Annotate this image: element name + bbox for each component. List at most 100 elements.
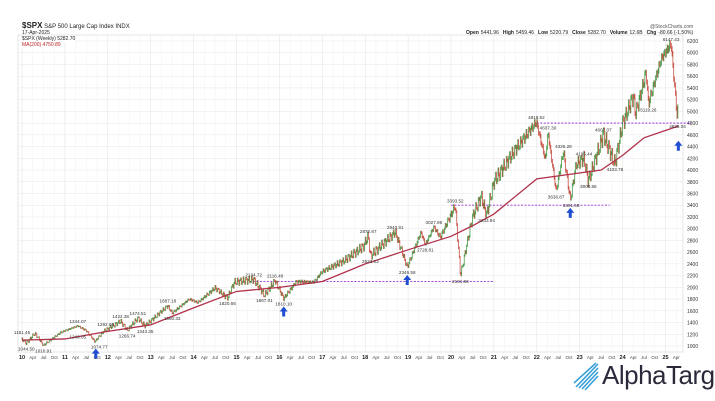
y-tick-label: 3200 xyxy=(687,215,698,221)
x-tick-year: 12 xyxy=(105,355,111,361)
x-tick-year: 10 xyxy=(19,355,25,361)
x-tick-month: Oct xyxy=(565,355,573,360)
x-tick-month: Apr xyxy=(72,355,80,360)
ohlc-label: Volume xyxy=(609,30,628,36)
price-annotation: 1820.66 xyxy=(219,301,236,306)
price-annotation: 1687.18 xyxy=(160,299,177,304)
x-tick-month: Oct xyxy=(308,355,316,360)
y-tick-label: 3600 xyxy=(687,192,698,198)
x-tick-month: Oct xyxy=(94,355,102,360)
price-annotation: 4835.04 xyxy=(669,124,686,129)
x-tick-year: 14 xyxy=(191,355,198,361)
x-tick-month: Jul xyxy=(41,355,47,360)
y-tick-label: 3000 xyxy=(687,227,698,233)
y-tick-label: 5200 xyxy=(687,98,698,104)
legend-ma: MA(200) 4750.89 xyxy=(22,42,61,48)
y-tick-label: 2800 xyxy=(687,238,698,244)
price-annotation: 1810.10 xyxy=(275,301,292,306)
symbol: $SPX xyxy=(22,21,43,30)
source-label: @StockCharts.com xyxy=(650,24,694,30)
x-tick-month: Jul xyxy=(555,355,561,360)
up-arrow-icon xyxy=(674,140,683,151)
y-tick-label: 4800 xyxy=(687,121,698,127)
price-annotation: 4637.30 xyxy=(540,126,557,131)
logo-icon xyxy=(573,361,599,391)
y-tick-label: 1800 xyxy=(687,297,698,303)
x-tick-month: Apr xyxy=(544,355,552,360)
x-tick-month: Oct xyxy=(651,355,659,360)
price-annotation: 1422.38 xyxy=(112,314,129,319)
price-annotation: 1560.33 xyxy=(164,316,181,321)
y-tick-label: 4200 xyxy=(687,156,698,162)
x-tick-month: Jul xyxy=(169,355,175,360)
x-tick-month: Oct xyxy=(394,355,402,360)
x-tick-month: Jul xyxy=(83,355,89,360)
x-tick-month: Apr xyxy=(415,355,423,360)
y-tick-label: 3800 xyxy=(687,180,698,186)
price-annotation: 2134.72 xyxy=(245,272,262,277)
x-tick-year: 13 xyxy=(148,355,154,361)
ohlc-value: 5441.96 xyxy=(480,30,499,36)
x-tick-year: 18 xyxy=(362,355,368,361)
x-tick-month: Apr xyxy=(673,355,681,360)
x-tick-month: Apr xyxy=(244,355,252,360)
price-annotation: 2191.86 xyxy=(452,279,469,284)
price-annotation: 2116.48 xyxy=(267,274,284,279)
x-tick-month: Apr xyxy=(115,355,123,360)
x-tick-month: Oct xyxy=(136,355,144,360)
y-tick-label: 4600 xyxy=(687,133,698,139)
y-tick-label: 1000 xyxy=(687,344,698,350)
x-tick-month: Jul xyxy=(598,355,604,360)
price-annotation: 3636.87 xyxy=(548,194,565,199)
ohlc-value: 12.6B xyxy=(629,30,643,36)
x-tick-month: Apr xyxy=(29,355,37,360)
x-tick-month: Jul xyxy=(298,355,304,360)
y-tick-label: 1400 xyxy=(687,321,698,327)
y-tick-label: 4400 xyxy=(687,145,698,151)
x-tick-month: Oct xyxy=(437,355,445,360)
price-annotation: 3027.98 xyxy=(426,220,443,225)
x-tick-month: Jul xyxy=(255,355,261,360)
x-tick-month: Oct xyxy=(351,355,359,360)
x-tick-month: Jul xyxy=(341,355,347,360)
ma200-line xyxy=(21,125,679,341)
price-annotation: 1044.50 xyxy=(18,346,35,351)
price-annotation: 3491.58 xyxy=(563,203,580,208)
x-tick-year: 11 xyxy=(62,355,68,361)
x-tick-month: Oct xyxy=(523,355,531,360)
price-annotation: 4818.62 xyxy=(528,115,545,120)
price-annotation: 2940.91 xyxy=(387,225,404,230)
price-annotation: 1474.51 xyxy=(130,311,147,316)
y-tick-label: 4000 xyxy=(687,168,698,174)
x-tick-month: Jul xyxy=(641,355,647,360)
ohlc-value: 5282.70 xyxy=(587,30,606,36)
x-tick-month: Apr xyxy=(201,355,209,360)
price-annotation: 2533.83 xyxy=(362,259,379,264)
ohlc-value: 5220.79 xyxy=(550,30,569,36)
price-annotation: 4195.44 xyxy=(576,152,593,157)
y-tick-label: 5600 xyxy=(687,74,698,80)
price-annotation: 6147.43 xyxy=(663,37,680,42)
price-annotation: 1867.01 xyxy=(256,298,273,303)
x-tick-year: 16 xyxy=(276,355,282,361)
alphatarget-logo: AlphaTarget xyxy=(572,360,715,391)
ohlc-label: Chg xyxy=(646,30,657,36)
x-tick-year: 25 xyxy=(662,355,668,361)
y-tick-label: 5000 xyxy=(687,109,698,115)
chart-title: $SPX S&P 500 Large Cap Index INDX xyxy=(22,21,130,30)
x-tick-month: Jul xyxy=(427,355,433,360)
price-annotation: 1266.74 xyxy=(119,333,136,338)
x-tick-month: Oct xyxy=(480,355,488,360)
x-tick-month: Apr xyxy=(587,355,595,360)
y-tick-label: 6200 xyxy=(687,39,698,45)
x-tick-year: 17 xyxy=(319,355,325,361)
chart-date: 17-Apr-2025 xyxy=(22,30,50,36)
legend-price: $SPX (Weekly) 5282.70 xyxy=(22,36,76,42)
x-tick-year: 20 xyxy=(448,355,454,361)
y-tick-label: 5400 xyxy=(687,86,698,92)
x-tick-month: Jul xyxy=(512,355,518,360)
y-tick-label: 1600 xyxy=(687,309,698,315)
price-annotation: 2872.87 xyxy=(360,229,377,234)
